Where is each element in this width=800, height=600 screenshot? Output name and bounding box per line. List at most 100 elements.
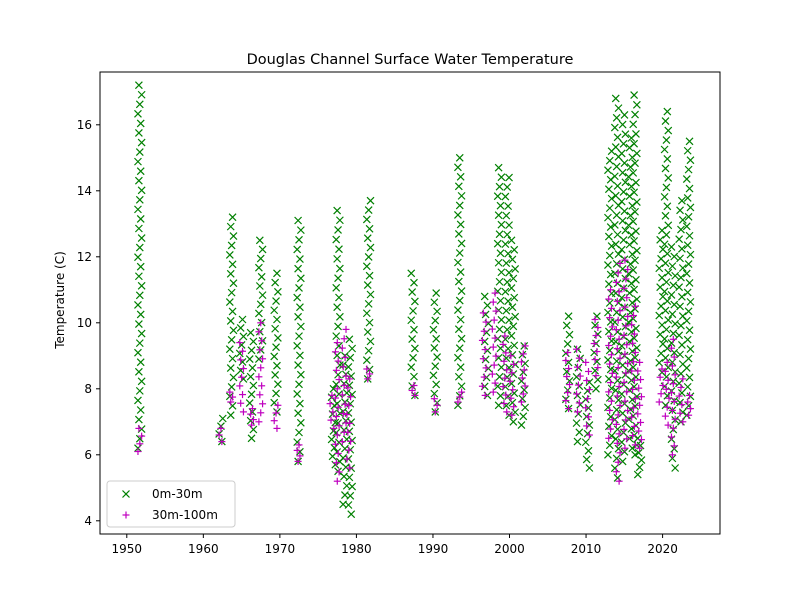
data-point <box>364 206 373 215</box>
data-point <box>663 155 672 163</box>
data-point <box>411 391 419 399</box>
data-point <box>254 355 263 364</box>
data-point <box>410 372 418 381</box>
cluster-1-33 <box>660 107 673 410</box>
data-point <box>332 332 341 341</box>
data-point <box>593 375 602 384</box>
data-point <box>509 386 517 394</box>
cluster-1-29 <box>624 134 637 453</box>
cluster-1-1 <box>134 81 146 453</box>
data-point <box>632 343 641 352</box>
data-point <box>255 236 264 245</box>
data-point <box>257 409 265 417</box>
data-point <box>430 395 438 403</box>
data-point <box>218 414 227 423</box>
data-point <box>630 237 639 245</box>
data-point <box>517 421 526 430</box>
data-point <box>605 341 613 349</box>
data-point <box>334 370 342 379</box>
data-point <box>495 325 504 334</box>
data-point <box>612 326 620 334</box>
data-point <box>507 284 516 292</box>
data-point <box>134 348 142 357</box>
data-point <box>685 279 694 287</box>
data-point <box>491 379 499 387</box>
data-point <box>362 356 371 365</box>
data-point <box>256 346 264 354</box>
data-point <box>508 351 517 359</box>
data-point <box>334 274 342 283</box>
data-point <box>667 242 676 251</box>
data-point <box>584 367 592 375</box>
data-point <box>344 428 352 436</box>
cluster-2-20 <box>506 352 518 419</box>
data-point <box>605 346 614 355</box>
data-point <box>630 358 638 366</box>
data-point <box>135 148 144 156</box>
cluster-2-5 <box>247 405 257 429</box>
data-point <box>227 335 236 344</box>
data-point <box>501 240 510 249</box>
data-point <box>670 397 678 405</box>
data-point <box>668 454 677 463</box>
data-point <box>135 339 144 348</box>
data-point <box>504 202 513 211</box>
data-point <box>631 110 639 119</box>
data-point <box>622 275 630 283</box>
data-point <box>630 334 639 343</box>
data-point <box>583 386 592 395</box>
data-point <box>238 373 246 381</box>
data-point <box>628 444 637 453</box>
data-point <box>633 470 642 479</box>
data-point <box>345 335 354 344</box>
data-point <box>364 346 373 355</box>
data-point <box>506 377 514 385</box>
data-point <box>683 146 692 155</box>
legend-label: 0m-30m <box>152 487 203 501</box>
data-point <box>519 350 527 358</box>
data-point <box>604 327 613 336</box>
data-point <box>606 406 614 414</box>
data-point <box>620 207 629 216</box>
data-point <box>585 464 594 472</box>
data-point <box>610 464 619 473</box>
data-point <box>483 301 492 310</box>
cluster-2-7 <box>270 401 282 432</box>
data-point <box>613 133 622 142</box>
data-point <box>611 435 620 443</box>
data-point <box>662 136 671 144</box>
data-point <box>686 345 695 354</box>
data-point <box>607 351 615 359</box>
data-point <box>134 205 142 214</box>
x-tick-label: 1990 <box>418 542 449 556</box>
data-point <box>503 230 512 239</box>
data-point <box>454 230 463 238</box>
data-point <box>457 191 466 200</box>
data-point <box>628 250 637 259</box>
data-point <box>507 352 515 360</box>
data-point <box>430 389 439 398</box>
data-point <box>433 401 441 409</box>
data-point <box>607 194 616 203</box>
data-point <box>333 431 341 439</box>
data-point <box>454 372 463 381</box>
data-point <box>636 444 644 452</box>
data-point <box>503 183 512 192</box>
cluster-1-32 <box>655 226 667 377</box>
data-point <box>239 365 247 373</box>
data-point <box>671 464 680 472</box>
data-point <box>335 216 344 225</box>
data-point <box>429 325 438 334</box>
data-point <box>136 262 145 271</box>
data-point <box>613 425 622 434</box>
data-point <box>294 264 303 273</box>
data-point <box>615 477 623 485</box>
data-point <box>479 309 487 317</box>
data-point <box>620 447 629 456</box>
data-point <box>293 293 302 302</box>
data-point <box>502 391 510 399</box>
data-point <box>614 411 622 419</box>
data-point <box>622 416 630 424</box>
data-point <box>453 163 462 172</box>
data-point <box>604 185 613 194</box>
